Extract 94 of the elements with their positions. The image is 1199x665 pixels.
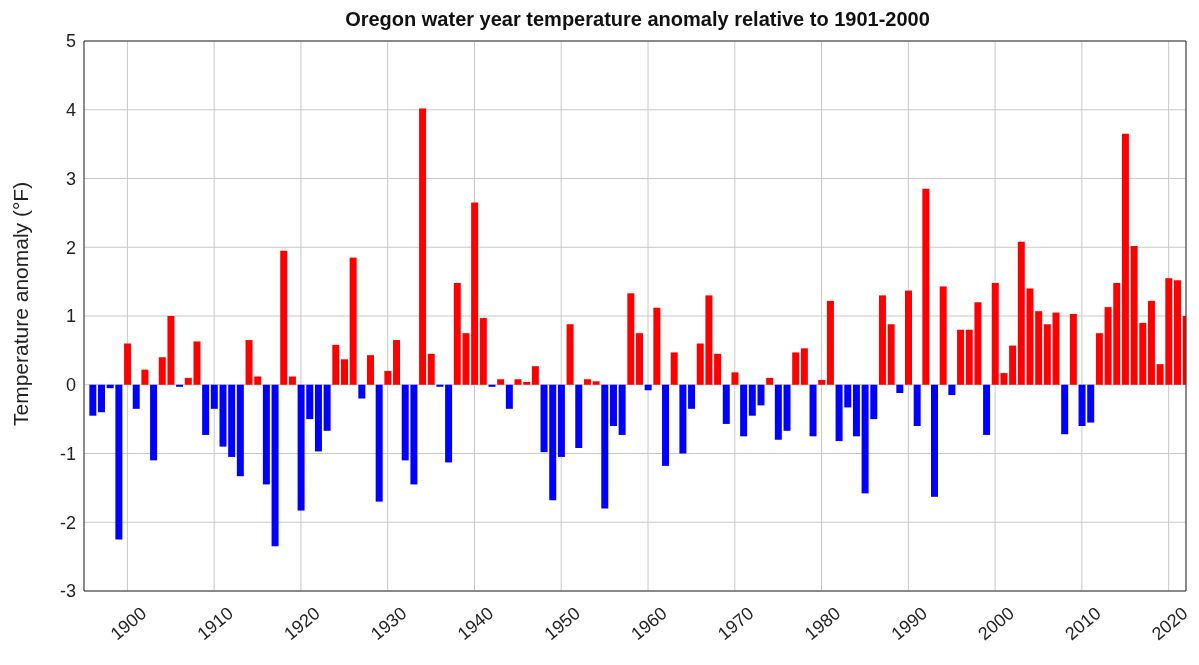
bar bbox=[132, 384, 140, 409]
y-tick-label: 3 bbox=[65, 168, 76, 189]
bar bbox=[931, 384, 939, 497]
bar bbox=[262, 384, 270, 485]
bar bbox=[766, 377, 774, 385]
chart-title: Oregon water year temperature anomaly relative to 1901-2000 bbox=[345, 8, 930, 30]
bar bbox=[688, 384, 696, 409]
bar bbox=[436, 384, 444, 387]
bar bbox=[887, 324, 895, 385]
bar bbox=[983, 384, 991, 435]
bar bbox=[1009, 345, 1017, 385]
bar bbox=[375, 384, 383, 502]
bar bbox=[1121, 133, 1129, 385]
y-tick-label: 5 bbox=[65, 31, 76, 52]
bar bbox=[314, 384, 322, 452]
bar bbox=[393, 340, 401, 385]
bar bbox=[670, 352, 678, 385]
bar bbox=[488, 384, 496, 387]
bar bbox=[644, 384, 652, 391]
bar bbox=[471, 202, 479, 385]
bar bbox=[601, 384, 609, 509]
y-tick-label: -2 bbox=[59, 512, 76, 533]
bar bbox=[236, 384, 244, 477]
bar bbox=[1043, 324, 1051, 385]
bar bbox=[583, 379, 591, 385]
y-tick-label: 0 bbox=[65, 375, 76, 396]
y-tick-label: 4 bbox=[65, 100, 76, 121]
bar bbox=[1052, 312, 1060, 385]
bar bbox=[792, 352, 800, 385]
bar bbox=[627, 293, 635, 385]
bar bbox=[948, 384, 956, 396]
y-tick-label: 2 bbox=[65, 237, 76, 258]
bar bbox=[592, 381, 600, 385]
bar bbox=[826, 300, 834, 385]
bar bbox=[349, 257, 357, 385]
bar bbox=[904, 290, 912, 385]
bar bbox=[783, 384, 791, 431]
bar bbox=[609, 384, 617, 426]
bar bbox=[384, 371, 392, 385]
y-tick-label: -1 bbox=[59, 443, 76, 464]
bar bbox=[653, 307, 661, 385]
bar bbox=[497, 379, 505, 385]
bar bbox=[818, 379, 826, 385]
bar bbox=[280, 250, 288, 385]
y-axis-title: Temperature anomaly (°F) bbox=[9, 181, 33, 426]
bar bbox=[809, 384, 817, 437]
bar bbox=[367, 355, 375, 385]
bar bbox=[479, 318, 487, 385]
y-tick-label: -3 bbox=[59, 581, 76, 602]
bar bbox=[1069, 313, 1077, 385]
bar bbox=[427, 353, 435, 385]
bar bbox=[150, 384, 158, 461]
bar bbox=[124, 343, 132, 385]
bar bbox=[531, 366, 539, 385]
bar bbox=[176, 384, 184, 387]
bar bbox=[332, 344, 340, 385]
bar bbox=[922, 188, 930, 385]
bar bbox=[714, 353, 722, 385]
bar bbox=[419, 108, 427, 385]
bar bbox=[636, 333, 643, 385]
bar bbox=[445, 384, 453, 463]
bar bbox=[288, 376, 296, 385]
bar bbox=[1061, 384, 1069, 435]
bar bbox=[566, 324, 574, 385]
bar bbox=[800, 348, 808, 385]
bar bbox=[141, 369, 149, 385]
bar bbox=[575, 384, 583, 448]
bar bbox=[896, 384, 904, 393]
bar bbox=[98, 384, 106, 413]
bar bbox=[1095, 333, 1103, 385]
bar bbox=[852, 384, 860, 437]
bar bbox=[939, 286, 947, 385]
bar bbox=[505, 384, 513, 409]
bar bbox=[323, 384, 331, 431]
bar bbox=[957, 329, 965, 385]
bar bbox=[89, 384, 97, 416]
bar bbox=[878, 295, 886, 385]
bar bbox=[740, 384, 748, 437]
bar bbox=[722, 384, 730, 424]
bar bbox=[358, 384, 366, 399]
bar bbox=[731, 372, 739, 385]
bar bbox=[340, 359, 348, 385]
bar bbox=[618, 384, 626, 435]
y-tick-label: 1 bbox=[65, 306, 76, 327]
bar bbox=[557, 384, 565, 457]
bar bbox=[228, 384, 236, 457]
bar bbox=[662, 384, 670, 466]
bar bbox=[774, 384, 782, 440]
bar bbox=[271, 384, 279, 547]
bar bbox=[1147, 300, 1155, 385]
bar bbox=[1035, 311, 1043, 385]
bar bbox=[913, 384, 921, 426]
bar bbox=[679, 384, 687, 454]
bar bbox=[202, 384, 210, 435]
